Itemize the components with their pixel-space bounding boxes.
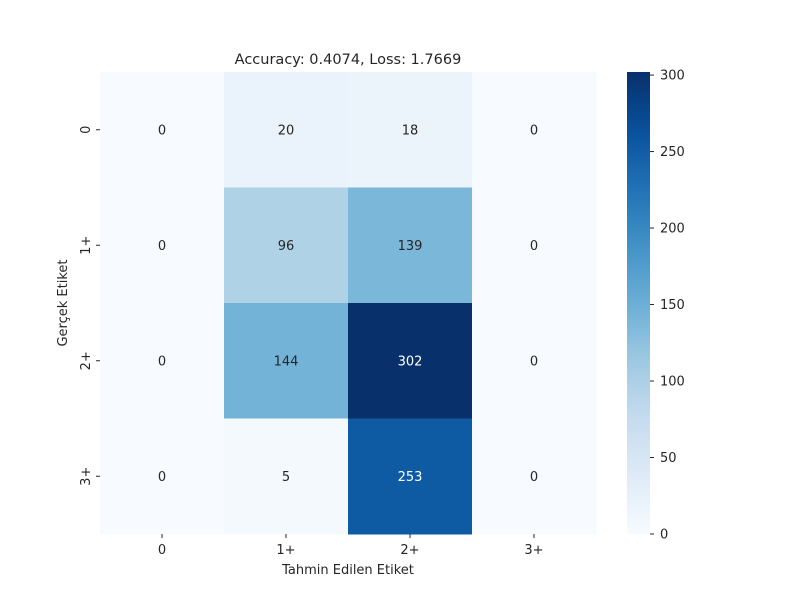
- colorbar: [627, 72, 650, 534]
- cell-value-label: 0: [158, 123, 166, 138]
- heatmap-cell: [100, 72, 225, 188]
- y-tick-label: 3+: [79, 467, 94, 486]
- colorbar-tick-label: 100: [660, 375, 685, 390]
- cell-value-label: 302: [398, 354, 423, 369]
- cell-value-label: 0: [158, 354, 166, 369]
- heatmap-cell: [472, 418, 597, 535]
- x-tick-label: 1+: [276, 543, 295, 558]
- heatmap-cell: [348, 303, 473, 419]
- cell-value-label: 253: [398, 470, 423, 485]
- colorbar-tick-label: 300: [660, 69, 685, 84]
- heatmap-cell: [224, 187, 349, 304]
- cell-value-label: 144: [274, 354, 299, 369]
- heatmap-cells: [100, 72, 597, 535]
- colorbar-tick-label: 200: [660, 222, 685, 237]
- y-axis-label: Gerçek Etiket: [56, 259, 71, 346]
- y-tick-label: 1+: [79, 236, 94, 255]
- x-tick-label: 3+: [524, 543, 543, 558]
- colorbar-ticks: 0 50 100 150 200 250 300: [650, 69, 685, 543]
- cell-value-label: 0: [530, 123, 538, 138]
- cell-value-label: 0: [158, 239, 166, 254]
- x-tick-label: 2+: [400, 543, 419, 558]
- heatmap-cell: [472, 303, 597, 419]
- heatmap-cell: [224, 418, 349, 535]
- colorbar-tick-label: 0: [660, 528, 668, 543]
- cell-value-label: 139: [398, 239, 423, 254]
- colorbar-tick-label: 150: [660, 298, 685, 313]
- heatmap-cell: [348, 187, 473, 304]
- y-axis-ticks: 0 1+ 2+ 3+: [79, 126, 100, 486]
- heatmap-cell: [100, 187, 225, 304]
- x-axis-label: Tahmin Edilen Etiket: [281, 563, 414, 578]
- heatmap-cell: [472, 187, 597, 304]
- heatmap-cell: [472, 72, 597, 188]
- x-axis-ticks: 0 1+ 2+ 3+: [158, 534, 544, 558]
- cell-value-labels: 0 20 18 0 0 96 139 0 0 144 302 0 0 5 253 0: [158, 123, 538, 485]
- cell-value-label: 5: [282, 470, 290, 485]
- cell-value-label: 20: [278, 123, 295, 138]
- heatmap-cell: [224, 303, 349, 419]
- cell-value-label: 0: [158, 470, 166, 485]
- heatmap-cell: [348, 72, 473, 188]
- x-tick-label: 0: [158, 543, 166, 558]
- cell-value-label: 0: [530, 239, 538, 254]
- cell-value-label: 0: [530, 470, 538, 485]
- heatmap-cell: [348, 418, 473, 535]
- heatmap-cell: [100, 418, 225, 535]
- cell-value-label: 96: [278, 239, 295, 254]
- heatmap-cell: [224, 72, 349, 188]
- y-tick-label: 0: [79, 126, 94, 134]
- colorbar-tick-label: 250: [660, 145, 685, 160]
- cell-value-label: 0: [530, 354, 538, 369]
- y-tick-label: 2+: [79, 351, 94, 370]
- heatmap-cell: [100, 303, 225, 419]
- cell-value-label: 18: [402, 123, 419, 138]
- colorbar-tick-label: 50: [660, 451, 677, 466]
- chart-title: Accuracy: 0.4074, Loss: 1.7669: [235, 52, 462, 68]
